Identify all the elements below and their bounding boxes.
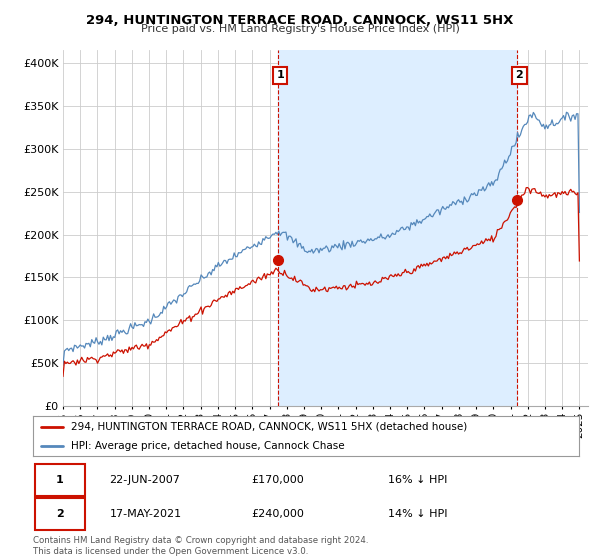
Text: 294, HUNTINGTON TERRACE ROAD, CANNOCK, WS11 5HX: 294, HUNTINGTON TERRACE ROAD, CANNOCK, W…	[86, 14, 514, 27]
Text: 1: 1	[56, 475, 64, 484]
Text: 17-MAY-2021: 17-MAY-2021	[109, 510, 182, 519]
Text: £240,000: £240,000	[251, 510, 304, 519]
Text: 2: 2	[515, 71, 523, 80]
FancyBboxPatch shape	[35, 498, 85, 530]
Text: 16% ↓ HPI: 16% ↓ HPI	[388, 475, 447, 484]
Text: 1: 1	[277, 71, 284, 80]
Text: Contains HM Land Registry data © Crown copyright and database right 2024.
This d: Contains HM Land Registry data © Crown c…	[33, 536, 368, 556]
Text: 14% ↓ HPI: 14% ↓ HPI	[388, 510, 448, 519]
FancyBboxPatch shape	[35, 464, 85, 496]
Text: Price paid vs. HM Land Registry's House Price Index (HPI): Price paid vs. HM Land Registry's House …	[140, 24, 460, 34]
Bar	[278, 50, 517, 406]
Text: HPI: Average price, detached house, Cannock Chase: HPI: Average price, detached house, Cann…	[71, 441, 345, 451]
Text: 2: 2	[56, 510, 64, 519]
Text: 22-JUN-2007: 22-JUN-2007	[109, 475, 181, 484]
Text: £170,000: £170,000	[251, 475, 304, 484]
Text: 294, HUNTINGTON TERRACE ROAD, CANNOCK, WS11 5HX (detached house): 294, HUNTINGTON TERRACE ROAD, CANNOCK, W…	[71, 422, 467, 432]
